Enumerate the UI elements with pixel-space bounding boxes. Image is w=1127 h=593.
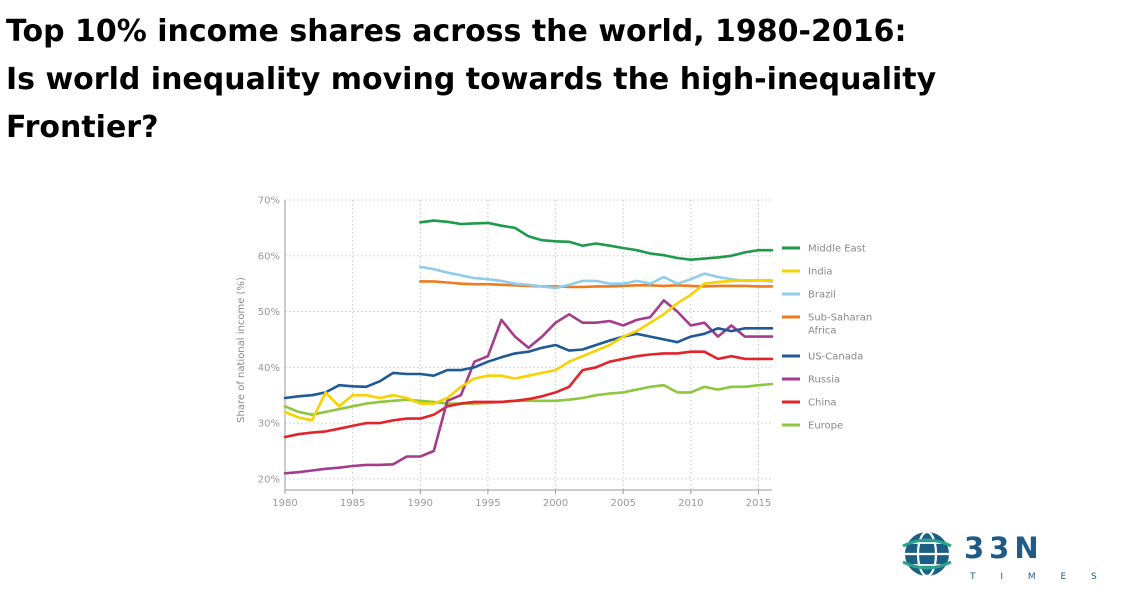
x-tick-label: 2005: [610, 498, 635, 509]
y-tick-label: 60%: [258, 251, 280, 262]
chart-series-lines: [283, 219, 774, 475]
logo-subtext: T I M E S: [969, 572, 1108, 582]
legend-label-china: China: [808, 398, 837, 409]
series-line-russia: [283, 299, 774, 475]
series-line-brazil: [419, 265, 774, 290]
x-tick-label: 2015: [746, 498, 771, 509]
series-line-middle-east: [419, 219, 774, 261]
legend-label-russia: Russia: [808, 375, 840, 386]
y-tick-label: 50%: [258, 307, 280, 318]
chart-grid: [284, 199, 772, 490]
x-tick-label: 1980: [272, 498, 297, 509]
legend-label-middle-east: Middle East: [808, 244, 866, 255]
legend-label-india: India: [808, 267, 833, 278]
y-tick-label: 40%: [258, 363, 280, 374]
legend-label-sub-saharan-africa: Sub-Saharan Africa: [808, 313, 872, 337]
y-tick-label: 70%: [258, 196, 280, 207]
legend-label-us-canada: US-Canada: [808, 352, 863, 363]
income-share-line-chart: 20% 30% 40% 50% 60% 70% 1980 1985 1990 1995 2000 20…: [236, 196, 872, 510]
legend-label-brazil: Brazil: [808, 290, 836, 301]
x-tick-label: 2000: [543, 498, 568, 509]
chart-legend: Middle East India Brazil Sub-Saharan Africa U…: [782, 244, 872, 432]
chart-axes: 20% 30% 40% 50% 60% 70% 1980 1985 1990 1995 2000 20…: [258, 196, 772, 509]
globe-icon: [902, 530, 952, 578]
series-line-sub-saharan-africa: [419, 280, 774, 289]
page-title: Top 10% income shares across the world, …: [6, 8, 1121, 152]
bbn-times-logo: 33N T I M E S: [902, 530, 1108, 582]
series-line-china: [283, 350, 774, 439]
y-tick-label: 20%: [258, 474, 280, 485]
logo-wordmark: 33N: [964, 531, 1044, 565]
x-tick-label: 1985: [340, 498, 365, 509]
series-line-europe: [283, 382, 774, 416]
x-tick-label: 1990: [408, 498, 433, 509]
legend-label-europe: Europe: [808, 421, 843, 432]
series-line-us-canada: [283, 327, 774, 400]
title-line-1: Top 10% income shares across the world, …: [6, 14, 907, 49]
title-line-3: Frontier?: [6, 110, 159, 145]
series-line-india: [283, 279, 774, 422]
x-tick-label: 2010: [678, 498, 703, 509]
y-axis-label: Share of national income (%): [236, 277, 247, 423]
y-tick-label: 30%: [258, 419, 280, 430]
title-line-2: Is world inequality moving towards the h…: [6, 62, 937, 97]
x-tick-label: 1995: [475, 498, 500, 509]
